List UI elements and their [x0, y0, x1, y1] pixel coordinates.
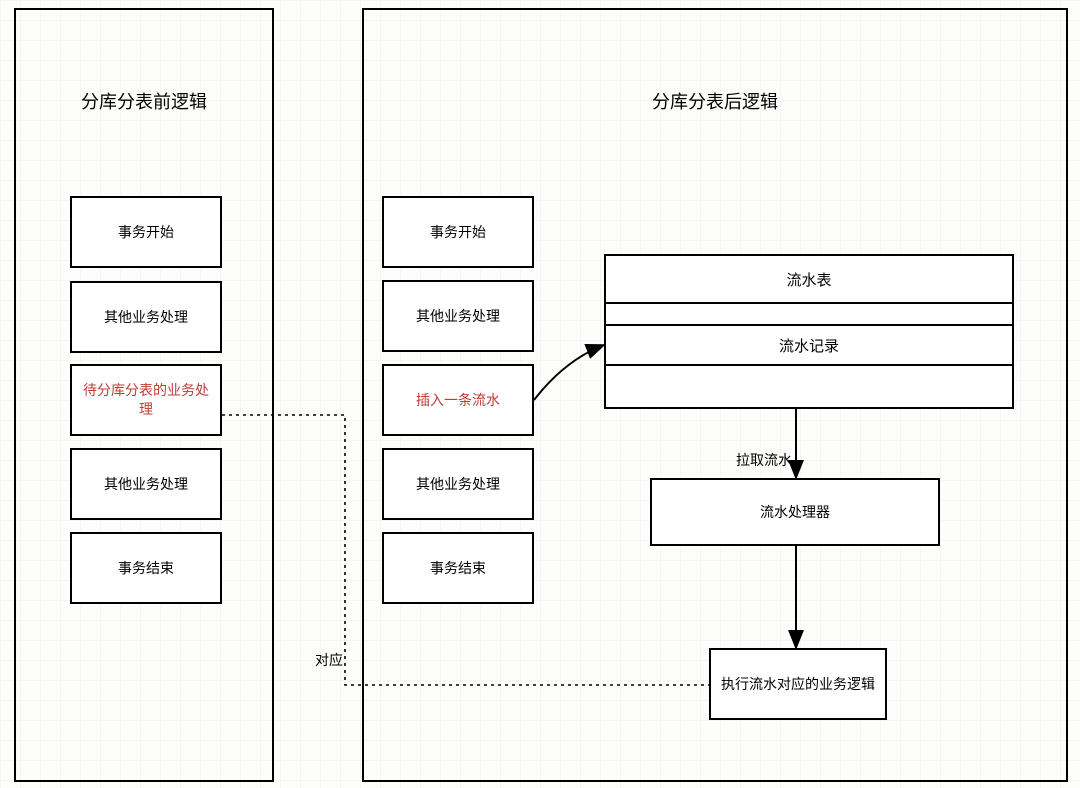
right-step-4-label: 其他业务处理 — [416, 475, 500, 494]
exec-box: 执行流水对应的业务逻辑 — [709, 648, 887, 720]
left-step-2: 其他业务处理 — [70, 281, 222, 353]
left-step-2-label: 其他业务处理 — [104, 308, 188, 327]
flow-table-header: 流水表 — [606, 256, 1012, 304]
right-step-3: 插入一条流水 — [382, 364, 534, 436]
left-step-3: 待分库分表的业务处理 — [70, 364, 222, 436]
left-step-4: 其他业务处理 — [70, 448, 222, 520]
left-step-4-label: 其他业务处理 — [104, 475, 188, 494]
left-panel-title: 分库分表前逻辑 — [16, 88, 272, 114]
left-step-1-label: 事务开始 — [118, 223, 174, 242]
right-step-2: 其他业务处理 — [382, 280, 534, 352]
left-step-5-label: 事务结束 — [118, 559, 174, 578]
right-step-1-label: 事务开始 — [430, 223, 486, 242]
right-step-2-label: 其他业务处理 — [416, 307, 500, 326]
right-panel-title: 分库分表后逻辑 — [364, 88, 1066, 114]
flow-table: 流水表 流水记录 — [604, 254, 1014, 409]
left-step-5: 事务结束 — [70, 532, 222, 604]
flow-table-gap — [606, 304, 1012, 326]
right-step-5: 事务结束 — [382, 532, 534, 604]
right-step-3-label: 插入一条流水 — [416, 391, 500, 410]
pull-label: 拉取流水 — [736, 450, 792, 470]
processor-label: 流水处理器 — [760, 503, 830, 522]
corresponds-label: 对应 — [315, 650, 343, 670]
left-step-3-label: 待分库分表的业务处理 — [80, 381, 212, 419]
exec-label: 执行流水对应的业务逻辑 — [721, 675, 875, 694]
processor-box: 流水处理器 — [650, 478, 940, 546]
right-step-4: 其他业务处理 — [382, 448, 534, 520]
right-step-5-label: 事务结束 — [430, 559, 486, 578]
left-step-1: 事务开始 — [70, 196, 222, 268]
flow-table-row-empty — [606, 366, 1012, 406]
flow-table-row-caption: 流水记录 — [606, 326, 1012, 366]
right-step-1: 事务开始 — [382, 196, 534, 268]
